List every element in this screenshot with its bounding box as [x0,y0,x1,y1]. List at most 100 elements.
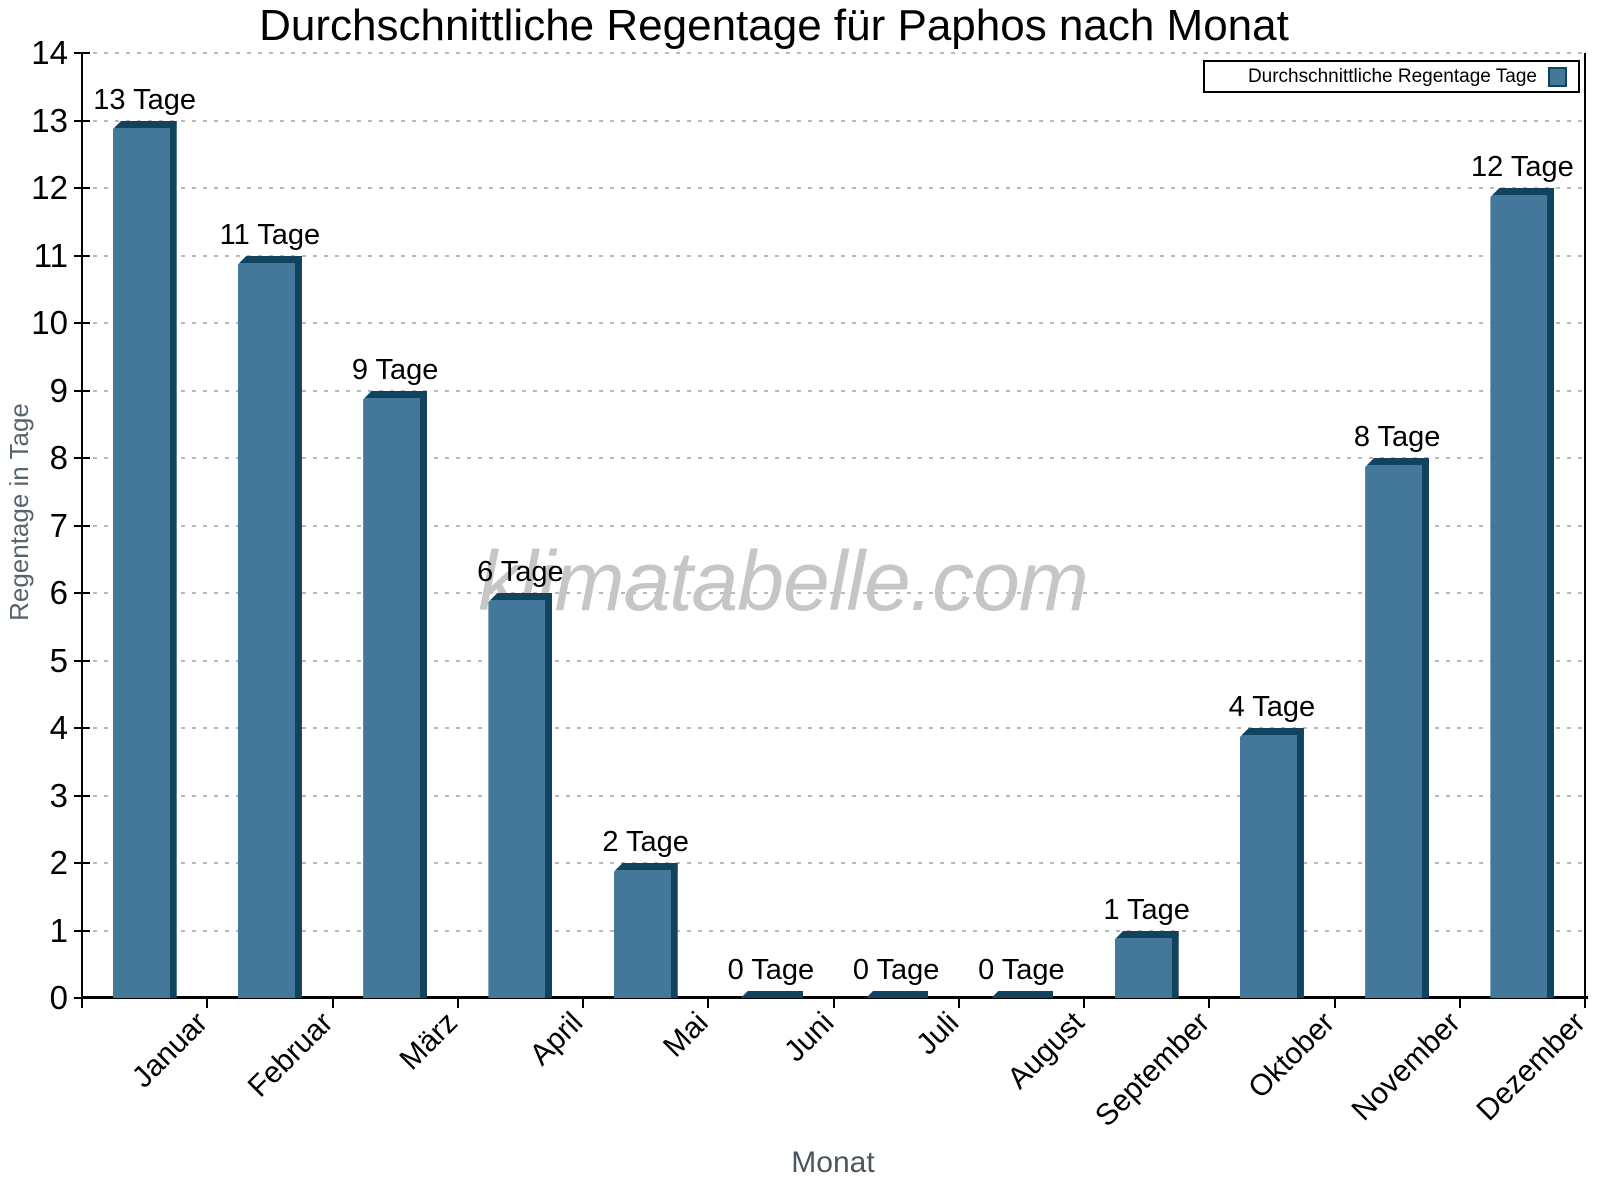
x-tick-label-märz: März [393,1006,465,1077]
bar-januar [112,120,177,998]
bar-august [989,991,1054,998]
bar-value-label-märz: 9 Tage [351,353,439,386]
gridline-y14 [82,52,1585,54]
x-tick-1 [206,998,209,1008]
y-tick-label-14: 14 [31,34,68,71]
bar-side-face [1046,991,1054,998]
bar-side-face [795,991,803,998]
bar-februar [237,255,302,998]
x-tick-4 [582,998,584,1008]
bar-top-face [1365,458,1430,465]
x-tick-5 [707,998,710,1008]
gridline-y13 [82,119,1585,122]
x-axis-line [81,996,1588,999]
gridline-y1 [82,929,1585,932]
bar-top-face [738,991,803,998]
gridline-y8 [82,457,1585,459]
x-tick-6 [832,998,835,1008]
bar-value-label-april: 6 Tage [477,556,564,588]
y-tick-label-4: 4 [49,709,68,746]
y-tick-label-2: 2 [49,844,68,881]
y-tick-label-13: 13 [31,101,68,139]
x-tick-9 [1208,998,1211,1008]
y-tick-label-8: 8 [49,439,68,476]
x-tick-label-februar: Februar [241,1006,340,1104]
x-tick-label-mai: Mai [657,1006,715,1064]
x-tick-label-september: September [1088,1006,1216,1134]
bar-dezember [1490,188,1555,998]
gridline-y10 [82,322,1585,324]
bar-value-label-januar: 13 Tage [93,83,196,116]
x-tick-11 [1458,998,1461,1008]
legend-swatch-icon [1548,66,1567,87]
y-tick-label-0: 0 [49,979,68,1016]
x-tick-label-oktober: Oktober [1242,1006,1342,1105]
bar-value-label-mai: 2 Tage [602,826,689,858]
bar-side-face [1296,728,1304,998]
bar-top-face [112,120,177,128]
bar-value-label-oktober: 4 Tage [1228,691,1316,723]
y-tick-label-10: 10 [31,304,68,341]
bar-november [1365,458,1430,998]
legend-label: Durchschnittliche Regentage Tage [1247,65,1537,87]
chart-title: Durchschnittliche Regentage für Paphos n… [259,1,1289,50]
bar-value-label-september: 1 Tage [1103,893,1190,926]
bar-side-face [420,390,428,998]
bar-side-face [1171,930,1179,998]
bar-top-face [864,991,929,998]
watermark: klimatabelle.com [478,534,1089,628]
gridline-y3 [82,794,1585,797]
y-tick-label-5: 5 [49,641,68,679]
x-tick-label-juli: Juli [910,1006,966,1062]
x-tick-label-august: August [1001,1006,1091,1096]
bar-top-face [1114,930,1179,938]
gridline-y6 [82,592,1585,594]
bar-mai [613,863,678,998]
y-tick-label-12: 12 [31,169,68,206]
x-tick-label-juni: Juni [777,1006,841,1069]
x-tick-3 [456,998,459,1008]
bar-value-label-juli: 0 Tage [852,954,940,986]
y-tick-label-9: 9 [49,371,68,409]
bar-april [488,593,553,998]
y-tick-label-7: 7 [49,506,68,544]
plot-right-border [1584,53,1586,998]
gridline-y4 [82,727,1585,729]
bar-side-face [921,991,929,998]
y-tick-label-1: 1 [49,911,68,949]
gridline-y2 [82,862,1585,864]
bar-side-face [545,593,553,998]
bar-value-label-november: 8 Tage [1353,421,1441,453]
y-tick-label-3: 3 [49,776,68,814]
gridline-y9 [82,389,1585,392]
bar-juli [864,991,929,998]
y-tick-label-6: 6 [49,574,68,611]
bar-märz [363,390,428,998]
bar-oktober [1239,728,1304,998]
x-tick-label-november: November [1345,1006,1467,1128]
x-tick-label-april: April [523,1006,590,1072]
bar-top-face [237,255,302,263]
x-tick-12 [1584,998,1586,1008]
x-tick-label-januar: Januar [125,1006,214,1095]
bar-top-face [989,991,1054,998]
gridline-y11 [82,254,1585,257]
bar-top-face [613,863,678,870]
bar-value-label-dezember: 12 Tage [1471,151,1574,183]
bar-side-face [1547,188,1555,998]
bar-top-face [363,390,428,398]
bar-september [1114,930,1179,998]
bar-side-face [169,120,177,998]
bar-side-face [1422,458,1430,998]
x-tick-2 [331,998,334,1008]
x-tick-7 [957,998,960,1008]
bar-value-label-juni: 0 Tage [727,954,815,986]
bar-top-face [488,593,553,600]
bar-value-label-februar: 11 Tage [219,218,321,251]
x-axis-title: Monat [791,1146,875,1179]
bar-juni [738,991,803,998]
gridline-y5 [82,659,1585,662]
x-tick-label-dezember: Dezember [1470,1006,1592,1128]
legend: Durchschnittliche Regentage Tage [1203,60,1580,93]
